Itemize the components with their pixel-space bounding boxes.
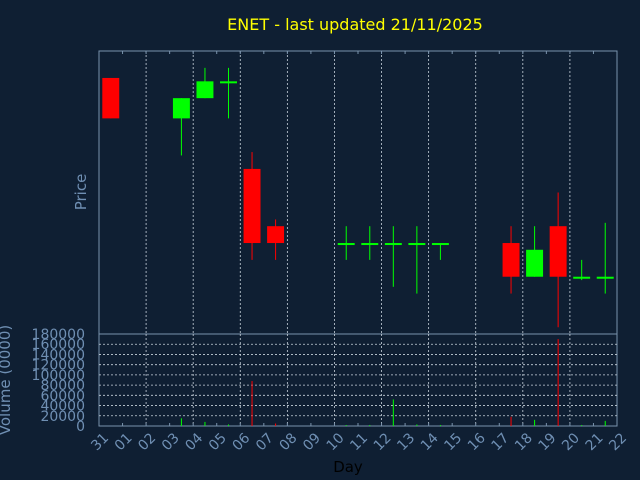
price-grid [98,51,618,334]
candles [102,67,614,328]
volume-tick-label: 120000 [32,358,85,374]
candle-body [196,81,214,99]
volume-panel-frame [98,333,618,427]
x-tick-label: 11 [347,430,371,454]
candle-body [526,249,544,277]
volume-tick-label: 0 [76,419,85,435]
x-tick-label: 05 [206,430,230,454]
volume-tick-label: 100000 [32,368,85,384]
x-tick-label: 15 [441,430,465,454]
x-tick-label: 07 [253,430,277,454]
volume-tick-label: 180000 [32,327,85,343]
volume-tick-label: 40000 [40,399,85,415]
volume-tick-label: 60000 [40,388,85,404]
candle-body [102,77,120,119]
x-tick-label: 18 [512,430,536,454]
volume-tick-label: 160000 [32,337,85,353]
x-tick-label: 21 [583,430,607,454]
x-tick-label: 04 [182,430,206,454]
x-tick-label: 31 [88,430,112,454]
x-tick-label: 08 [277,430,301,454]
candle-body [384,243,402,246]
candle-body [431,243,449,246]
volume-grid [98,334,618,426]
x-tick-label: 20 [559,430,583,454]
x-tick-label: 14 [418,430,442,454]
candle-body [337,243,355,246]
x-tick-label: 01 [112,430,136,454]
volume-tick-label: 80000 [40,378,85,394]
x-tick-label: 06 [229,430,253,454]
volume-axis-label: Volume (0000) [0,325,14,435]
x-tick-label: 02 [135,430,159,454]
candle-body [172,98,190,119]
price-panel-frame [98,50,618,335]
volume-tick-label: 140000 [32,347,85,363]
chart-title: ENET - last updated 21/11/2025 [227,15,483,34]
x-tick-label: 22 [606,430,630,454]
candle-body [502,243,520,277]
x-tick-label: 09 [300,430,324,454]
candle-body [243,168,261,244]
volume-tick-label: 20000 [40,409,85,425]
price-axis-label: Price [72,174,90,211]
volume-bars [180,339,606,426]
x-tick-label: 03 [159,430,183,454]
candle-body [220,81,237,84]
x-ticks: 31 01 02 03 04 05 06 07 08 09 10 11 12 13 14 15 16 17 18 19… [88,430,630,454]
candle-body [549,226,567,277]
candle-body [408,243,426,246]
x-tick-label: 13 [394,430,418,454]
x-tick-label: 10 [324,430,348,454]
x-axis-label: Day [333,458,363,476]
x-tick-label: 16 [465,430,489,454]
x-tick-label: 19 [536,430,560,454]
volume-ticks: 0200004000060000800001000001200001400001… [32,327,85,435]
candle-body [361,243,379,246]
candle-body [573,276,591,279]
x-tick-label: 12 [371,430,395,454]
candle-body [596,276,614,279]
x-tick-label: 17 [488,430,512,454]
candle-body [267,226,285,244]
